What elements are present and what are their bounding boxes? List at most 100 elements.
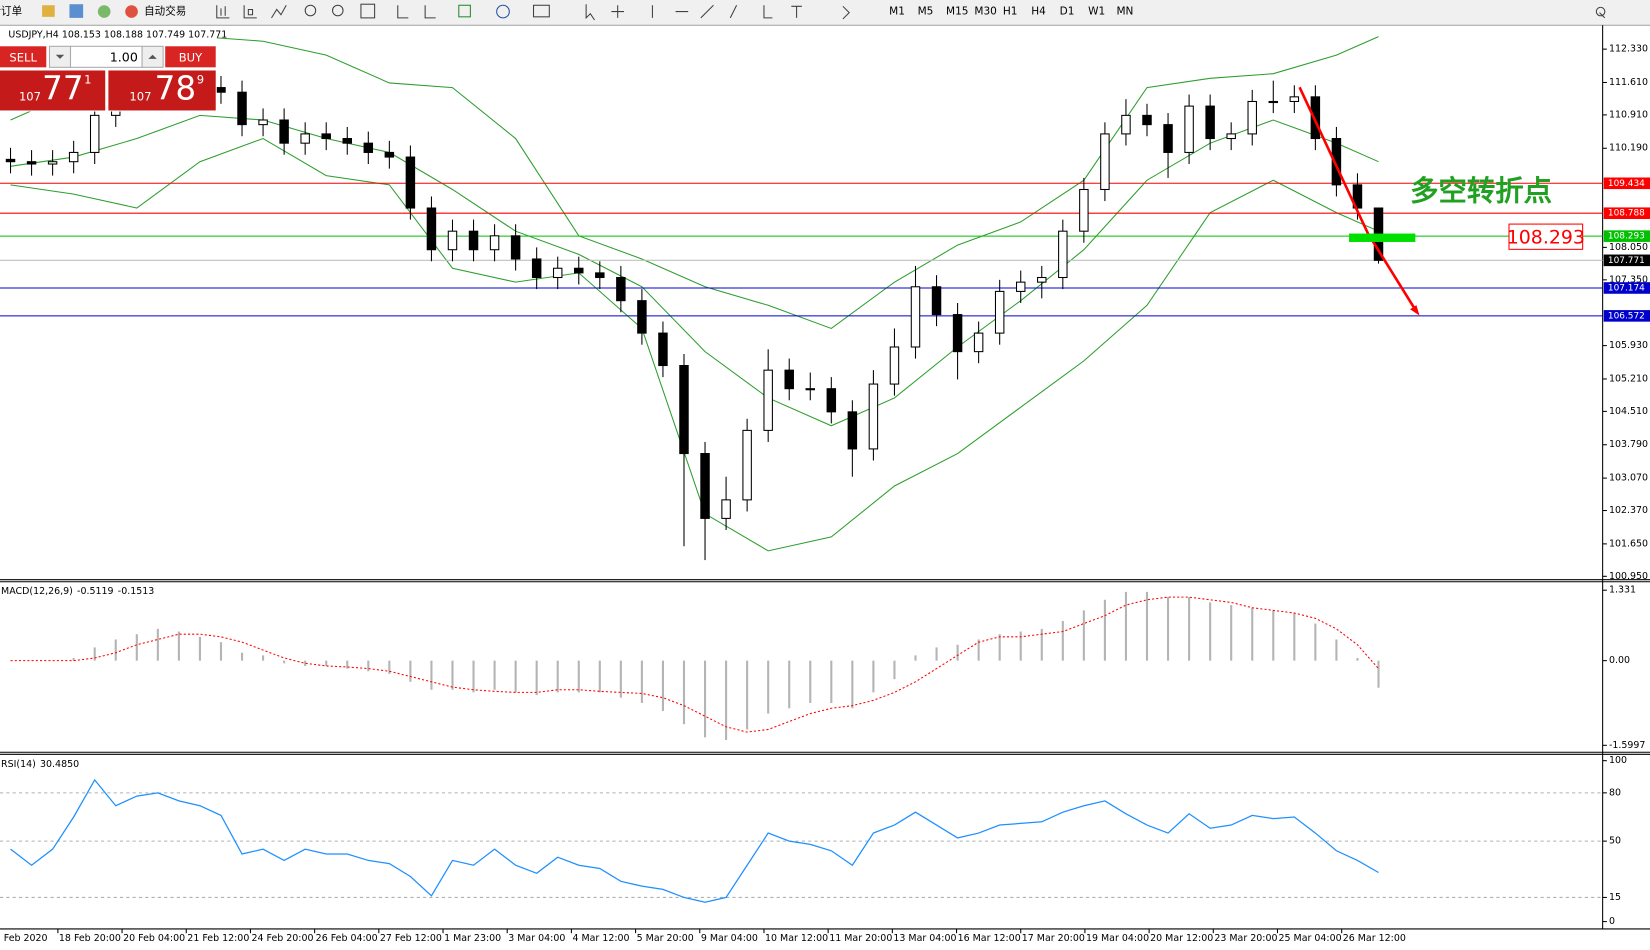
sell-price-big: 107 (19, 89, 41, 103)
y-tick-label: 107.350 (1609, 274, 1648, 285)
candle-body (531, 258, 542, 279)
y-tick-label: 15 (1609, 892, 1621, 903)
x-tick-label: 24 Feb 20:00 (251, 933, 313, 944)
x-tick-label: 10 Mar 12:00 (765, 933, 828, 944)
timeframe-button[interactable]: M5 (918, 6, 934, 18)
timeframe-buttons: M1 M5 M15 M30 H1 H4 D1 W1 MN (889, 6, 1133, 18)
level-label-bg (1603, 207, 1650, 219)
candle-body (595, 272, 605, 279)
y-tick-label: 103.070 (1609, 473, 1648, 484)
timeframe-button[interactable]: M30 (974, 6, 996, 18)
candle-body (805, 388, 816, 391)
candle-body (931, 286, 942, 316)
candle-body (405, 156, 416, 209)
candle-body (342, 138, 352, 144)
x-tick-label: 25 Mar 04:00 (1279, 933, 1342, 944)
candle-body (447, 230, 458, 251)
candle-body (847, 411, 858, 450)
buy-price-box[interactable] (108, 70, 216, 111)
new-order-button[interactable]: 新订单 (0, 5, 22, 18)
x-tick-label: 17 Mar 20:00 (1022, 933, 1085, 944)
icon (360, 3, 376, 19)
buy-price-small: 9 (197, 72, 204, 86)
close: 107.771 (188, 29, 227, 40)
indicator-name: RSI(14) (1, 758, 36, 769)
level-label: 106.572 (1608, 311, 1645, 321)
candle-body (574, 267, 584, 274)
timeframe-button[interactable]: H1 (1003, 6, 1018, 18)
candle-body (784, 369, 794, 390)
icon (397, 5, 436, 19)
icon (243, 5, 257, 19)
macd-label: MACD(12,26,9) -0.5119 -0.1513 (1, 586, 154, 597)
y-tick-label: 100 (1609, 755, 1627, 766)
timeframe-button[interactable]: M1 (889, 6, 905, 18)
buy-price-main: 78 (155, 69, 197, 107)
timeframe-button[interactable]: H4 (1031, 6, 1046, 18)
candle-body (1247, 100, 1257, 135)
sell-button[interactable] (0, 46, 47, 68)
candle-body (1205, 105, 1215, 140)
rsi-value: 30.4850 (40, 758, 79, 769)
y-tick-label: 102.370 (1609, 505, 1648, 516)
x-tick-label: 19 Mar 04:00 (1086, 933, 1149, 944)
candle-body (910, 286, 921, 348)
candle-body (258, 119, 268, 126)
icon (271, 5, 287, 19)
icon (496, 4, 510, 19)
turning-zone-marker (1349, 233, 1416, 242)
candle-body (468, 230, 479, 251)
timeframe-button[interactable]: M15 (946, 6, 968, 18)
buy-button[interactable] (165, 46, 216, 68)
level-label-bg (1603, 254, 1650, 267)
candle-body (679, 365, 689, 455)
icon (532, 4, 550, 18)
timeframe-button[interactable]: W1 (1088, 6, 1105, 18)
annotation-text: 多空转折点 (1410, 175, 1552, 208)
candle-body (637, 300, 647, 334)
macd-pane: MACD(12,26,9) -0.5119 -0.1513 1.331 0.00 -1.5… (1, 585, 1645, 751)
candle-body (826, 388, 837, 413)
arrow-head (1410, 305, 1420, 316)
candle-body (616, 276, 626, 302)
timeframe-button[interactable]: D1 (1060, 6, 1075, 18)
candle-body (658, 332, 668, 367)
candle-body (68, 151, 79, 163)
lot-value: 1.00 (110, 49, 138, 64)
sell-price-small: 1 (84, 72, 91, 86)
macd-value: -0.5119 (77, 586, 114, 597)
candle-body (1058, 230, 1068, 279)
x-tick-label: 11 Mar 20:00 (829, 933, 892, 944)
y-tick-label: 0.00 (1609, 655, 1630, 666)
auto-trading-button[interactable]: 自动交易 (144, 5, 186, 18)
x-tick-label: 4 Mar 12:00 (572, 933, 629, 944)
annotation-price: 108.293 (1507, 226, 1585, 248)
icon (842, 5, 1606, 20)
icon (125, 5, 138, 18)
rsi-label: RSI(14) 30.4850 (1, 758, 79, 769)
candle-body (868, 383, 879, 450)
x-tick-label: 9 Mar 04:00 (701, 933, 758, 944)
y-tick-label: 105.210 (1609, 373, 1648, 384)
candle-body (552, 267, 563, 279)
candle-body (321, 133, 331, 140)
x-tick-label: 13 Mar 04:00 (893, 933, 956, 944)
buy-label: BUY (179, 50, 203, 64)
level-label-bg (1603, 310, 1650, 322)
x-tick-label: 5 Mar 20:00 (637, 933, 694, 944)
candle-body (952, 314, 963, 353)
timeframe-button[interactable]: MN (1116, 6, 1133, 18)
y-tick-label: 103.790 (1609, 439, 1648, 450)
candle-body (1289, 96, 1300, 103)
sell-price-box[interactable] (0, 70, 106, 111)
candle-body (1142, 114, 1152, 126)
x-tick-label: 26 Mar 12:00 (1343, 933, 1406, 944)
x-tick-label: 7 Feb 2020 (0, 933, 48, 944)
level-label: 107.771 (1608, 256, 1645, 266)
y-tick-label: 110.190 (1609, 143, 1648, 154)
price-pane: 112.330 111.610 110.910 110.190 108.050 107.3… (0, 36, 1650, 582)
time-axis: 7 Feb 2020 18 Feb 20:00 20 Feb 04:00 21 Feb… (0, 928, 1406, 944)
x-tick-label: 18 Feb 20:00 (59, 933, 121, 944)
